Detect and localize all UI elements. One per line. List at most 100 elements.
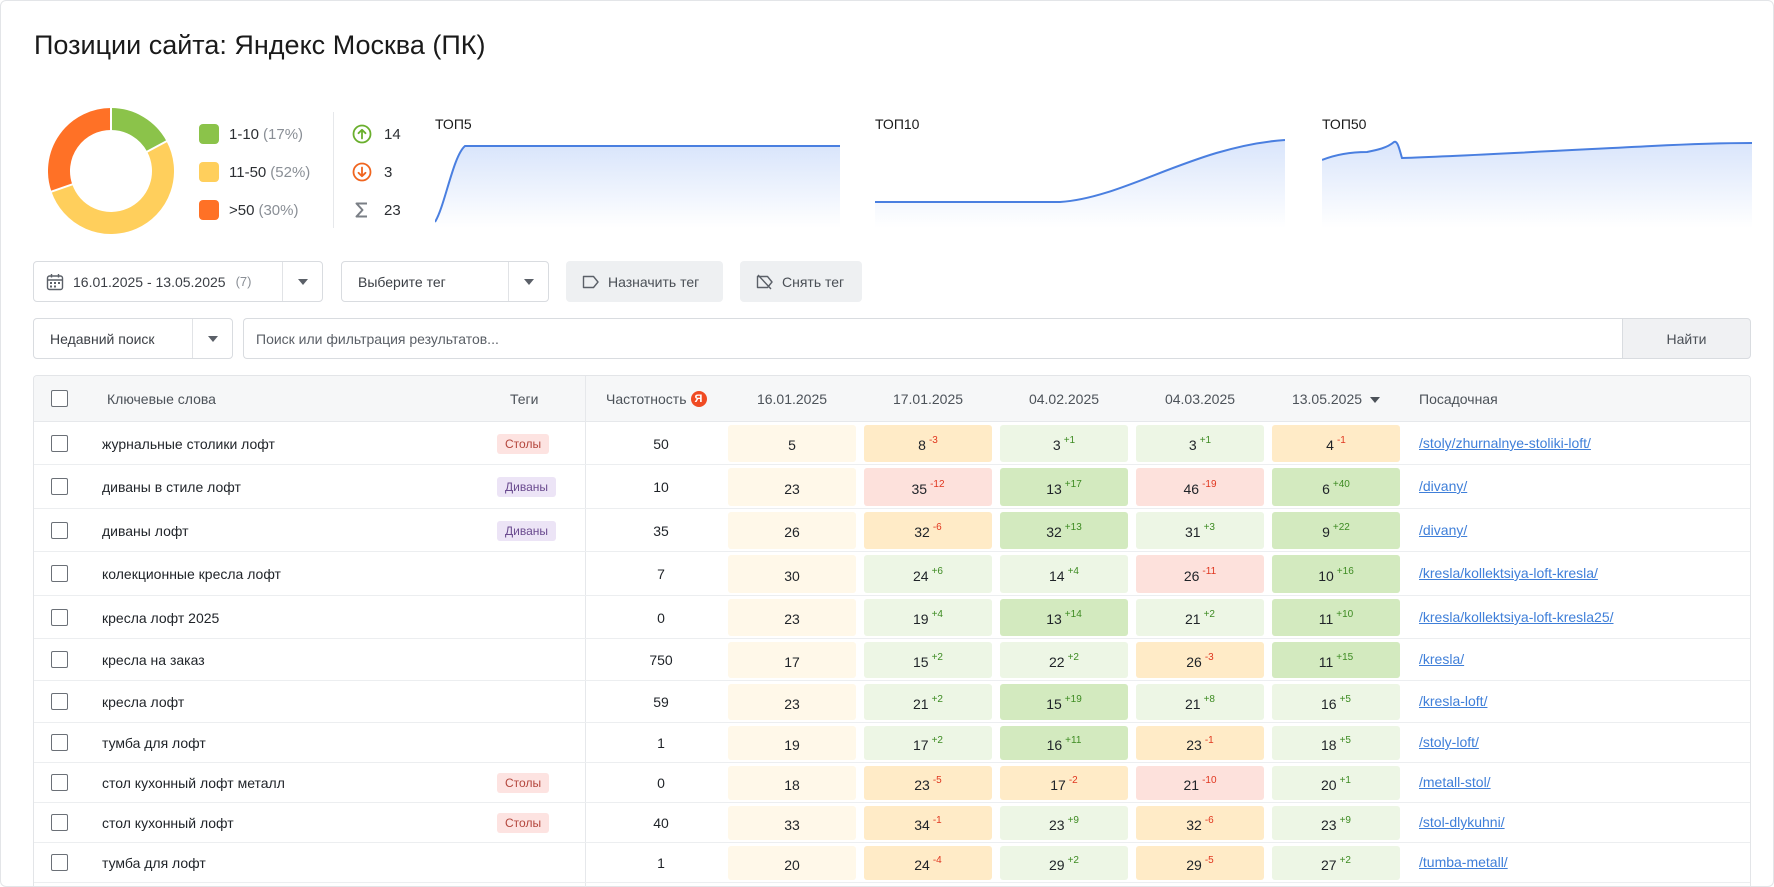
position-cell: 23 bbox=[728, 468, 856, 506]
frequency-value: 59 bbox=[653, 694, 669, 710]
position-delta: +6 bbox=[931, 566, 943, 577]
position-value: 29 bbox=[1186, 857, 1202, 873]
recent-search-select[interactable]: Недавний поиск bbox=[33, 318, 233, 359]
row-checkbox[interactable] bbox=[51, 814, 68, 831]
header-date-5[interactable]: 13.05.2025 bbox=[1272, 376, 1400, 422]
position-delta: -10 bbox=[1202, 775, 1217, 786]
recent-search-label: Недавний поиск bbox=[50, 330, 155, 347]
legend-range: 1-10 bbox=[229, 125, 260, 143]
find-button[interactable]: Найти bbox=[1622, 318, 1751, 359]
count-down-value: 3 bbox=[384, 163, 393, 181]
row-checkbox[interactable] bbox=[51, 565, 68, 582]
position-cell: 22 +2 bbox=[1000, 642, 1128, 678]
position-delta: -1 bbox=[932, 815, 942, 826]
frequency-value: 40 bbox=[653, 815, 669, 831]
header-date-4[interactable]: 04.03.2025 bbox=[1164, 391, 1236, 407]
positions-table: Ключевые слова Теги Частотность Я 16.01.2… bbox=[33, 375, 1751, 887]
landing-page-link[interactable]: /stoly/zhurnalnye-stoliki-loft/ bbox=[1419, 435, 1591, 451]
row-checkbox[interactable] bbox=[51, 522, 68, 539]
position-cell: 26 -11 bbox=[1136, 555, 1264, 593]
landing-page-link[interactable]: /kresla/kollektsiya-loft-kresla25/ bbox=[1419, 609, 1614, 625]
position-cell: 21 -10 bbox=[1136, 766, 1264, 800]
position-value: 26 bbox=[784, 524, 800, 540]
position-value: 19 bbox=[784, 737, 800, 753]
recent-search-dropdown[interactable] bbox=[192, 319, 232, 358]
header-date-1[interactable]: 16.01.2025 bbox=[756, 391, 828, 407]
row-checkbox[interactable] bbox=[51, 854, 68, 871]
position-cell: 24 -4 bbox=[864, 846, 992, 880]
tag-select-dropdown[interactable] bbox=[508, 262, 548, 301]
position-cell: 27 +2 bbox=[1272, 846, 1400, 880]
row-checkbox[interactable] bbox=[51, 693, 68, 710]
landing-page-link[interactable]: /kresla/kollektsiya-loft-kresla/ bbox=[1419, 565, 1598, 581]
table-row: тумба для лофт 1 20 24 -4 29 +2 29 -5 27 +2/tumba-… bbox=[34, 843, 1750, 883]
row-checkbox[interactable] bbox=[51, 651, 68, 668]
chevron-down-icon bbox=[207, 335, 218, 342]
position-value: 15 bbox=[1046, 696, 1062, 712]
legend-range: >50 bbox=[229, 201, 255, 219]
landing-page-link[interactable]: /tumba-metall/ bbox=[1419, 854, 1508, 870]
tag-badge[interactable]: Диваны bbox=[497, 521, 556, 541]
tag-badge[interactable]: Столы bbox=[497, 773, 550, 793]
tag-select[interactable]: Выберите тег bbox=[341, 261, 549, 302]
row-checkbox[interactable] bbox=[51, 734, 68, 751]
landing-page-link[interactable]: /divany/ bbox=[1419, 522, 1468, 538]
position-value: 11 bbox=[1318, 654, 1334, 670]
position-cell: 18 +5 bbox=[1272, 726, 1400, 760]
header-keywords[interactable]: Ключевые слова bbox=[107, 391, 216, 407]
position-value: 8 bbox=[918, 437, 926, 453]
position-delta: +2 bbox=[1339, 855, 1351, 866]
position-cell: 18 bbox=[728, 766, 856, 800]
search-input[interactable] bbox=[243, 318, 1622, 359]
header-landing[interactable]: Посадочная bbox=[1419, 391, 1498, 407]
table-row: кресла лофт 2025 0 23 19 +4 13 +14 21 +2 11 +10/kr… bbox=[34, 596, 1750, 639]
position-value: 23 bbox=[784, 481, 800, 497]
donut-separator bbox=[50, 183, 74, 193]
assign-tag-button[interactable]: Назначить тег bbox=[566, 261, 723, 302]
position-cell: 23 -1 bbox=[1136, 726, 1264, 760]
count-total: 23 bbox=[352, 200, 401, 220]
position-cell: 16 +11 bbox=[1000, 726, 1128, 760]
position-delta: +11 bbox=[1065, 735, 1082, 746]
position-delta: +40 bbox=[1332, 479, 1350, 490]
position-value: 31 bbox=[1185, 524, 1201, 540]
header-tags[interactable]: Теги bbox=[510, 391, 539, 407]
tag-badge[interactable]: Диваны bbox=[497, 477, 556, 497]
table-row: кресла на заказ 750 17 15 +2 22 +2 26 -3 11 +15/kr… bbox=[34, 639, 1750, 681]
legend-range: 11-50 bbox=[229, 163, 267, 181]
position-delta: +1 bbox=[1199, 435, 1212, 446]
landing-page-link[interactable]: /divany/ bbox=[1419, 478, 1468, 494]
tag-select-value: Выберите тег bbox=[358, 273, 446, 290]
sparkline-label: ТОП50 bbox=[1322, 116, 1367, 132]
row-checkbox[interactable] bbox=[51, 774, 68, 791]
count-down: 3 bbox=[352, 162, 401, 182]
position-delta: +2 bbox=[931, 694, 943, 705]
position-delta: +5 bbox=[1339, 735, 1351, 746]
date-range-dropdown[interactable] bbox=[282, 262, 322, 301]
position-value: 33 bbox=[784, 817, 800, 833]
date-range-picker[interactable]: 16.01.2025 - 13.05.2025 (7) bbox=[33, 261, 323, 302]
tag-badge[interactable]: Столы bbox=[497, 434, 550, 454]
landing-page-link[interactable]: /kresla/ bbox=[1419, 651, 1465, 667]
keyword-text: кресла на заказ bbox=[102, 652, 205, 668]
header-frequency[interactable]: Частотность Я bbox=[606, 376, 707, 422]
position-value: 17 bbox=[784, 654, 800, 670]
row-checkbox[interactable] bbox=[51, 478, 68, 495]
position-value: 24 bbox=[914, 857, 930, 873]
position-value: 32 bbox=[1186, 817, 1202, 833]
position-value: 23 bbox=[784, 696, 800, 712]
landing-page-link[interactable]: /kresla-loft/ bbox=[1419, 693, 1488, 709]
header-date-3[interactable]: 04.02.2025 bbox=[1028, 391, 1100, 407]
row-checkbox[interactable] bbox=[51, 435, 68, 452]
tag-badge[interactable]: Столы bbox=[497, 813, 550, 833]
row-checkbox[interactable] bbox=[51, 609, 68, 626]
landing-page-link[interactable]: /metall-stol/ bbox=[1419, 774, 1491, 790]
landing-page-link[interactable]: /stol-dlykuhni/ bbox=[1419, 814, 1505, 830]
position-cell: 23 bbox=[728, 684, 856, 720]
select-all-checkbox[interactable] bbox=[51, 390, 68, 407]
remove-tag-button[interactable]: Снять тег bbox=[740, 261, 862, 302]
donut-slice-0 bbox=[110, 108, 167, 153]
position-delta: +16 bbox=[1336, 566, 1354, 577]
header-date-2[interactable]: 17.01.2025 bbox=[892, 391, 964, 407]
landing-page-link[interactable]: /stoly-loft/ bbox=[1419, 734, 1479, 750]
